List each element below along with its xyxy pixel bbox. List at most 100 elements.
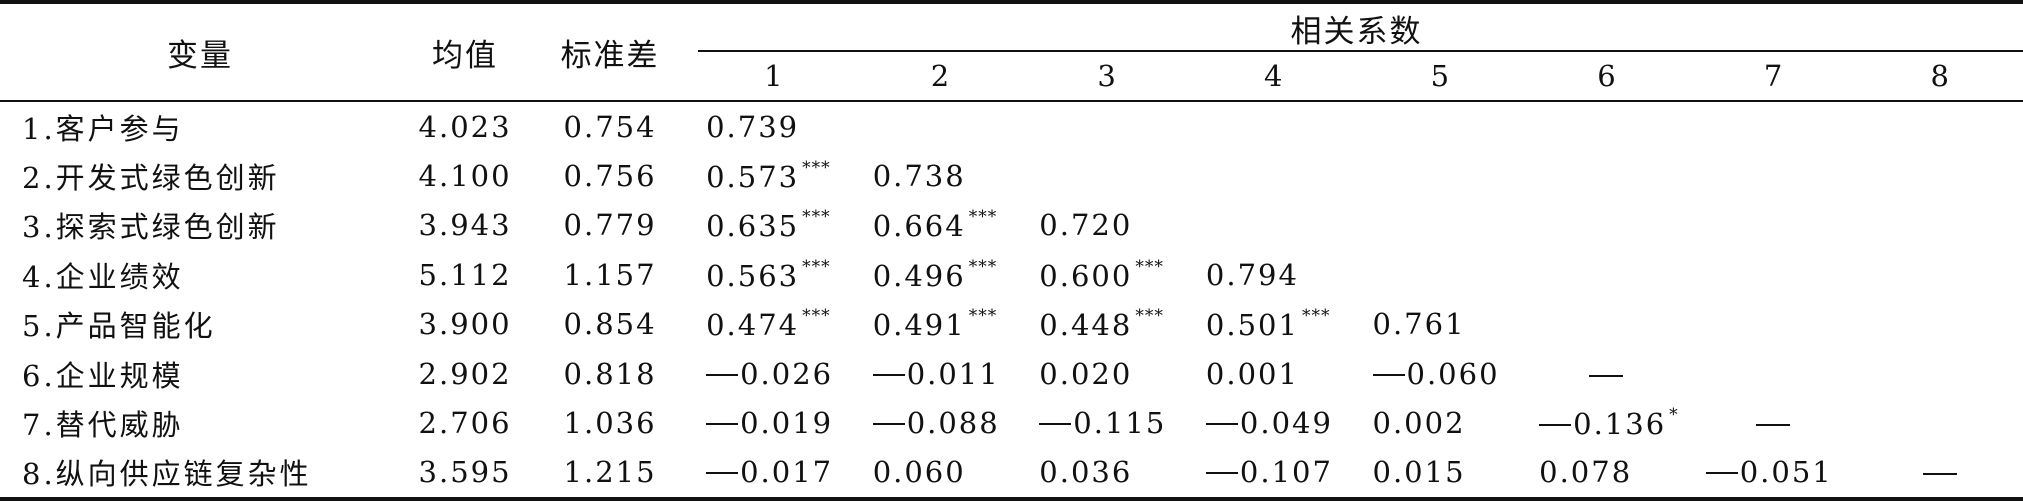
- correlation-value: 0.720: [1039, 208, 1133, 243]
- correlation-value: 0.136: [1573, 407, 1667, 442]
- correlation-cell-2: 0.060: [856, 447, 1024, 501]
- variable-name-cell: 7.替代威胁: [22, 408, 184, 443]
- correlation-cell-6: 0.136 *: [1523, 398, 1690, 447]
- correlation-cell-4: 0.107: [1189, 447, 1357, 501]
- correlation-cell-2: 0.738: [857, 151, 1024, 200]
- correlation-cell-8: [1856, 447, 2023, 501]
- correlation-column-header-4: 4: [1189, 52, 1357, 102]
- correlation-value: 0.496: [872, 258, 966, 293]
- correlation-value: 0.002: [1372, 406, 1466, 441]
- correlation-value: 0.664: [872, 209, 966, 244]
- correlation-cell-5: 0.060: [1357, 349, 1524, 398]
- correlation-cell-6: [1523, 101, 1690, 151]
- correlation-cell-1: 0.739: [690, 101, 857, 151]
- correlation-cell-4: [1190, 151, 1357, 200]
- correlation-cell-4: [1190, 201, 1357, 250]
- mean-cell: 3.943: [418, 208, 512, 243]
- significance-mark: ***: [968, 207, 998, 228]
- correlation-value: 0.060: [872, 455, 966, 490]
- correlation-value: 0.501: [1205, 308, 1299, 343]
- mean-cell: 5.112: [418, 257, 512, 292]
- correlation-cell-5: [1357, 151, 1524, 200]
- correlation-cell-8: [1856, 250, 2023, 299]
- table-row: 7.替代威胁 2.706 1.036 0.019 0.088 0.115 0.049 0.00…: [0, 398, 2023, 447]
- correlation-cell-2: 0.011: [857, 349, 1024, 398]
- correlation-column-header-2: 2: [856, 52, 1024, 102]
- correlation-value: 0.563: [706, 258, 800, 293]
- dash-mark: [1922, 473, 1957, 476]
- correlation-value: 0.051: [1739, 455, 1833, 490]
- minus-sign: [706, 423, 739, 426]
- correlation-value: 0.026: [740, 356, 834, 391]
- variable-name-cell: 3.探索式绿色创新: [22, 210, 280, 245]
- sd-cell: 0.854: [563, 307, 657, 342]
- correlation-value: 0.794: [1205, 257, 1299, 292]
- correlation-cell-8: [1856, 349, 2023, 398]
- correlation-cell-5: [1357, 250, 1524, 299]
- mean-cell: 3.900: [418, 307, 512, 342]
- minus-sign: [872, 373, 905, 376]
- correlation-cell-3: 0.720: [1023, 201, 1190, 250]
- correlation-cell-1: 0.573 ***: [690, 151, 857, 200]
- significance-mark: ***: [802, 207, 831, 228]
- correlation-cell-1: 0.635 ***: [690, 201, 857, 250]
- correlation-cell-2: 0.664 ***: [857, 201, 1024, 250]
- variable-name-cell: 6.企业规模: [22, 358, 184, 393]
- correlation-cell-2: [857, 101, 1024, 151]
- correlation-cell-6: 0.078: [1523, 447, 1690, 501]
- dash-mark: [1589, 374, 1624, 377]
- correlation-cell-7: [1690, 398, 1857, 447]
- correlation-cell-3: 0.115: [1023, 398, 1190, 447]
- significance-mark: ***: [802, 306, 831, 327]
- correlation-cell-4: 0.049: [1190, 398, 1357, 447]
- significance-mark: ***: [802, 256, 831, 277]
- minus-sign: [1372, 373, 1405, 376]
- table-row: 8.纵向供应链复杂性 3.595 1.215 0.017 0.060 0.036 0.107…: [0, 447, 2023, 501]
- correlation-cell-4: 0.501 ***: [1190, 300, 1357, 349]
- table-row: 6.企业规模 2.902 0.818 0.026 0.011 0.020 0.001 0.06…: [0, 349, 2023, 398]
- minus-sign: [706, 472, 739, 475]
- correlation-value: 0.474: [706, 308, 800, 343]
- correlation-value: 0.049: [1239, 406, 1333, 441]
- sd-cell: 1.215: [530, 447, 691, 501]
- header-row-top: 变量 均值 标准差 相关系数: [0, 0, 2023, 102]
- correlation-value: 0.060: [1406, 356, 1500, 391]
- correlation-cell-3: 0.448 ***: [1023, 300, 1190, 349]
- table-row: 4.企业绩效 5.112 1.157 0.563 *** 0.496 *** 0.600 ***…: [0, 250, 2023, 299]
- correlation-cell-7: [1690, 349, 1857, 398]
- correlation-value: 0.107: [1239, 455, 1333, 490]
- correlation-value: 0.015: [1372, 455, 1466, 490]
- correlation-value: 0.078: [1539, 455, 1633, 490]
- significance-mark: ***: [968, 256, 998, 277]
- correlation-cell-3: 0.020: [1023, 349, 1190, 398]
- variable-name-cell: 1.客户参与: [22, 111, 184, 146]
- mean-cell: 2.902: [418, 356, 512, 391]
- correlation-value: 0.739: [706, 109, 800, 144]
- correlation-column-header-5: 5: [1356, 52, 1524, 102]
- correlation-group-header: 相关系数: [690, 0, 2023, 52]
- correlation-value: 0.761: [1372, 307, 1466, 342]
- correlation-cell-6: [1523, 201, 1690, 250]
- mean-cell: 2.706: [418, 406, 512, 441]
- minus-sign: [1039, 423, 1072, 426]
- dash-mark: [1756, 424, 1791, 427]
- correlation-cell-7: 0.051: [1689, 447, 1857, 501]
- mean-cell: 4.100: [418, 159, 512, 194]
- significance-mark: *: [1669, 405, 1679, 426]
- mean-cell: 3.595: [400, 447, 531, 501]
- table-row: 3.探索式绿色创新 3.943 0.779 0.635 *** 0.664 *** 0.720: [0, 201, 2023, 250]
- correlation-cell-2: 0.491 ***: [857, 300, 1024, 349]
- correlation-cell-8: [1856, 151, 2023, 200]
- significance-mark: ***: [802, 158, 831, 179]
- correlation-cell-8: [1856, 300, 2023, 349]
- significance-mark: ***: [1135, 306, 1164, 327]
- correlation-cell-1: 0.019: [690, 398, 857, 447]
- minus-sign: [1205, 423, 1238, 426]
- correlation-cell-1: 0.563 ***: [690, 250, 857, 299]
- correlation-column-header-1: 1: [690, 52, 857, 102]
- correlation-cell-6: [1523, 151, 1690, 200]
- correlation-cell-7: [1690, 201, 1857, 250]
- correlation-value: 0.448: [1039, 308, 1133, 343]
